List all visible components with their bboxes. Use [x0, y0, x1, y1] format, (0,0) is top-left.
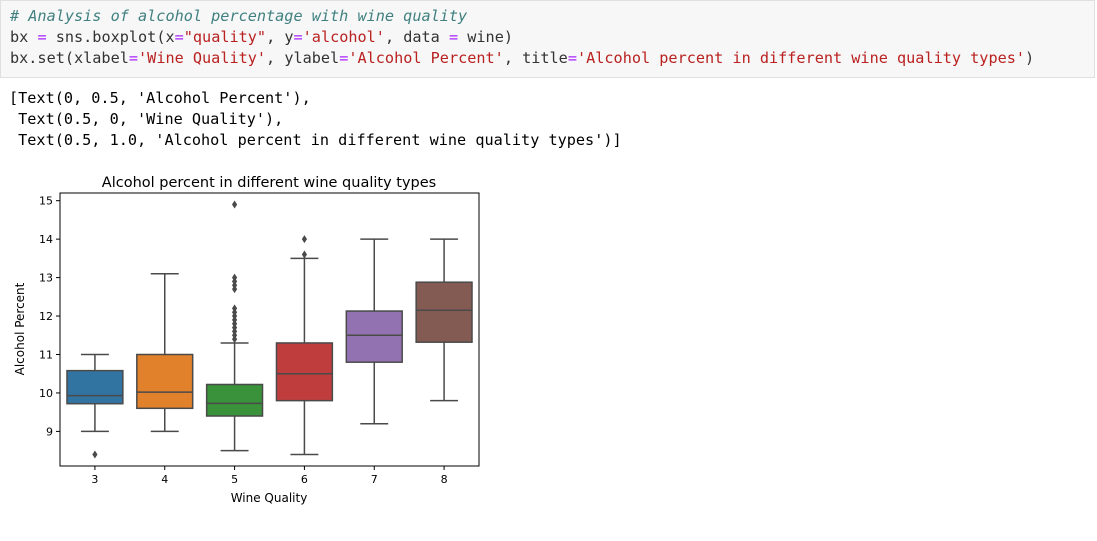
output-line: Text(0.5, 1.0, 'Alcohol percent in diffe…: [9, 131, 622, 149]
y-tick-label: 14: [39, 233, 53, 246]
x-tick-label: 6: [301, 473, 308, 486]
x-tick-label: 8: [441, 473, 448, 486]
code-token: sns.boxplot(x: [46, 28, 175, 46]
y-tick-label: 11: [39, 348, 53, 361]
outlier-point: [301, 235, 308, 244]
output-line: [Text(0, 0.5, 'Alcohol Percent'),: [9, 89, 311, 107]
code-operator: =: [448, 28, 459, 46]
code-operator: =: [174, 28, 184, 46]
x-axis-label: Wine Quality: [231, 491, 308, 505]
x-tick-label: 5: [231, 473, 238, 486]
code-token: ): [1025, 49, 1035, 67]
code-token: , ylabel: [266, 49, 340, 67]
chart-title: Alcohol percent in different wine qualit…: [102, 175, 436, 191]
box-7: [345, 310, 403, 363]
box-4: [136, 353, 194, 410]
box-6: [275, 342, 334, 402]
code-string: 'alcohol': [302, 28, 385, 46]
code-string: 'Wine Quality': [138, 49, 267, 67]
outlier-point: [231, 304, 238, 313]
code-operator: =: [567, 49, 577, 67]
code-string: 'Alcohol Percent': [348, 49, 504, 67]
box-5: [205, 383, 264, 417]
code-operator: =: [293, 28, 303, 46]
box-3: [66, 369, 124, 405]
y-tick-label: 13: [39, 272, 53, 285]
x-tick-label: 7: [371, 473, 378, 486]
axes-frame: [59, 192, 480, 467]
code-operator: =: [339, 49, 349, 67]
code-line-set: bx.set(xlabel='Wine Quality', ylabel='Al…: [10, 48, 1034, 69]
code-line-comment: # Analysis of alcohol percentage with wi…: [10, 6, 467, 27]
outlier-point: [231, 273, 238, 282]
code-cell-input[interactable]: # Analysis of alcohol percentage with wi…: [0, 0, 1095, 78]
code-string: 'Alcohol percent in different wine quali…: [576, 49, 1026, 67]
code-token: , title: [503, 49, 568, 67]
y-tick-label: 15: [39, 195, 53, 208]
code-line-boxplot: bx = sns.boxplot(x="quality", y='alcohol…: [10, 27, 513, 48]
y-tick-label: 10: [39, 387, 53, 400]
code-operator: =: [37, 28, 47, 46]
code-token: , data: [384, 28, 449, 46]
outlier-point: [231, 200, 238, 209]
output-line: Text(0.5, 0, 'Wine Quality'),: [9, 110, 284, 128]
outlier-point: [92, 450, 98, 459]
code-token: , y: [266, 28, 294, 46]
code-token: bx.set(xlabel: [10, 49, 129, 67]
boxplot-chart: Alcohol percent in different wine qualit…: [13, 175, 480, 505]
y-tick-label: 12: [39, 310, 53, 323]
code-token: wine): [458, 28, 513, 46]
code-operator: =: [128, 49, 139, 67]
y-axis-label: Alcohol Percent: [13, 282, 27, 375]
x-tick-label: 3: [91, 473, 98, 486]
code-token: bx: [10, 28, 38, 46]
y-tick-label: 9: [46, 425, 53, 438]
x-tick-label: 4: [161, 473, 168, 486]
outlier-point: [301, 250, 308, 259]
code-comment: # Analysis of alcohol percentage with wi…: [10, 7, 468, 25]
plot-output: Alcohol percent in different wine qualit…: [0, 160, 500, 520]
code-string: "quality": [183, 28, 267, 46]
box-8: [415, 281, 473, 343]
